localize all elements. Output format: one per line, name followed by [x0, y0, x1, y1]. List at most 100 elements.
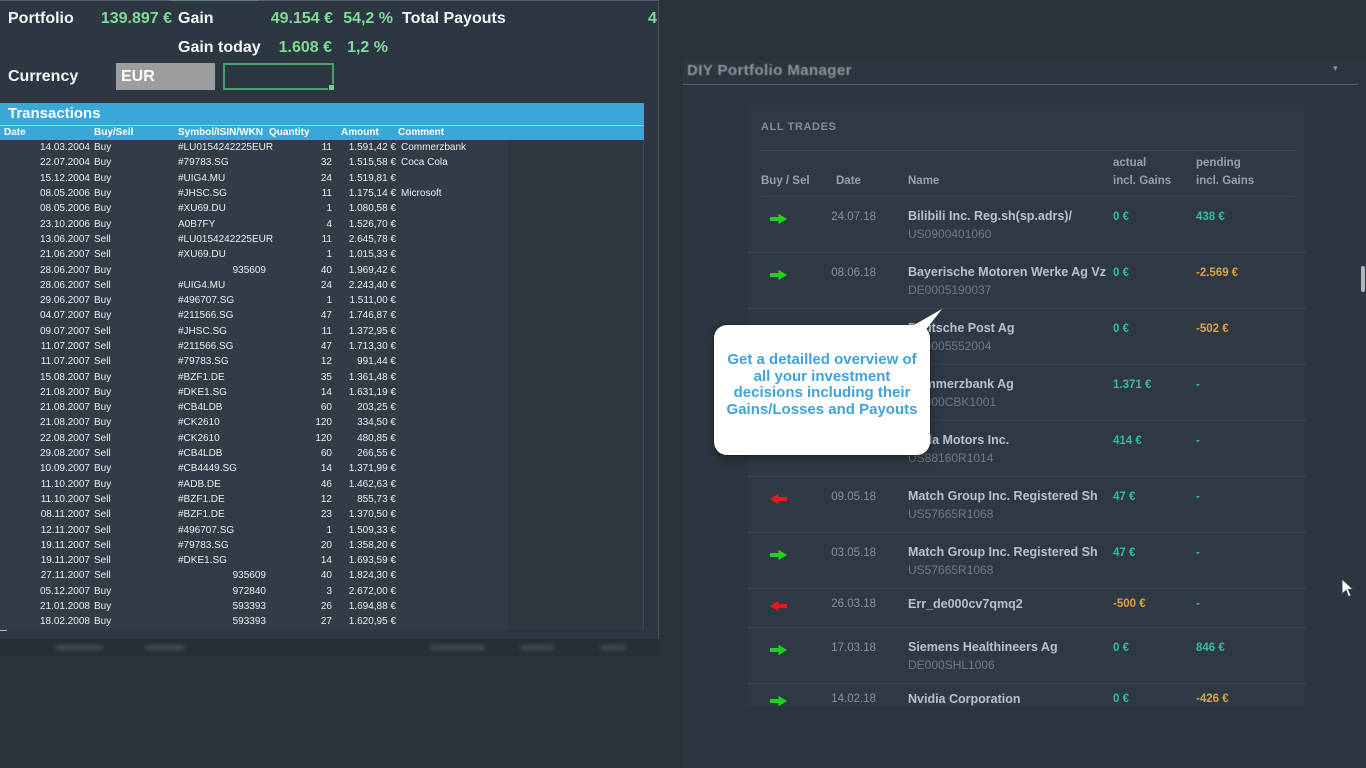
trade-row[interactable]: Commerzbank Ag DE000CBK1001 1.371 € -: [748, 365, 1307, 421]
tx-side: Buy: [94, 402, 112, 414]
transaction-row[interactable]: 11.07.2007 Sell #211566.SG 47 1.713,30 €: [0, 339, 643, 354]
trade-row[interactable]: 17.03.18 Siemens Healthineers Ag DE000SHL1…: [748, 628, 1307, 684]
sheet-tab-bar[interactable]: [0, 639, 659, 656]
trade-isin: US57665R1068: [908, 507, 994, 521]
tx-date: 21.08.2007: [39, 402, 90, 414]
tx-side: Sell: [94, 279, 111, 291]
transaction-row[interactable]: 14.03.2004 Buy #LU0154242225EUR 11 1.591,42 …: [0, 140, 643, 155]
scrollbar-thumb[interactable]: [1361, 266, 1365, 292]
tx-quantity: 120: [315, 432, 332, 444]
tx-side: Buy: [94, 371, 112, 383]
transaction-row[interactable]: 15.12.2004 Buy #UIG4.MU 24 1.519,81 €: [0, 171, 643, 186]
transaction-row[interactable]: 28.06.2007 Sell #UIG4.MU 24 2.243,40 €: [0, 278, 643, 293]
transaction-row[interactable]: 11.10.2007 Buy #ADB.DE 46 1.462,63 €: [0, 477, 643, 492]
trade-row[interactable]: 09.05.18 Match Group Inc. Registered Sh US…: [748, 477, 1307, 533]
app-title: DIY Portfolio Manager: [687, 62, 852, 79]
tx-date: 04.07.2007: [39, 310, 90, 322]
transaction-row[interactable]: 21.06.2007 Sell #XU69.DU 1 1.015,33 €: [0, 247, 643, 262]
trade-row[interactable]: 03.05.18 Match Group Inc. Registered Sh US…: [748, 533, 1307, 589]
tx-date: 27.11.2007: [40, 570, 90, 582]
transaction-row[interactable]: 21.08.2007 Buy #CB4LDB 60 203,25 €: [0, 400, 643, 415]
portfolio-value: 139.897 €: [100, 10, 172, 27]
tx-symbol: #CK2610: [178, 432, 220, 444]
transaction-row[interactable]: 22.07.2004 Buy #79783.SG 32 1.515,58 € Coca C…: [0, 155, 643, 170]
transaction-row[interactable]: 08.11.2007 Sell #BZF1.DE 23 1.370,50 €: [0, 507, 643, 522]
tx-date: 28.06.2007: [39, 279, 90, 291]
cell-highlight-strip: [170, 0, 258, 1]
trade-date: 09.05.18: [831, 491, 876, 503]
tx-amount: 203,25 €: [357, 402, 396, 414]
tx-symbol: #DKE1.SG: [178, 386, 227, 398]
transaction-row[interactable]: 04.07.2007 Buy #211566.SG 47 1.746,87 €: [0, 308, 643, 323]
tx-date: 21.01.2008: [39, 601, 90, 613]
tx-quantity: 1: [326, 249, 332, 261]
transaction-row[interactable]: 27.11.2007 Sell 935609 40 1.824,30 €: [0, 568, 643, 583]
buy-arrow-icon: [770, 269, 787, 281]
tx-side: Sell: [94, 341, 111, 352]
transaction-row[interactable]: 18.02.2008 Buy 593393 27 1.620,95 €: [0, 614, 643, 629]
trades-list: 24.07.18 Bilibili Inc. Reg.sh(sp.adrs)/ US…: [748, 197, 1307, 706]
transaction-row[interactable]: 29.08.2007 Sell #CB4LDB 60 266,55 €: [0, 446, 643, 461]
trade-row[interactable]: 26.03.18 Err_de000cv7qmq2 -500 € -: [748, 589, 1307, 628]
transaction-row[interactable]: 08.05.2006 Buy #JHSC.SG 11 1.175,14 € Microso…: [0, 186, 643, 201]
trade-pending-gain: -: [1196, 598, 1200, 610]
tx-side: Buy: [94, 386, 112, 398]
trade-pending-gain: -: [1196, 491, 1200, 503]
transaction-row[interactable]: 15.08.2007 Buy #BZF1.DE 35 1.361,48 €: [0, 369, 643, 384]
tx-date: 11.07.2007: [40, 356, 90, 368]
trade-row[interactable]: 08.06.18 Bayerische Motoren Werke Ag Vz DE…: [748, 253, 1307, 309]
tx-comment: Commerzbank: [401, 142, 467, 154]
tooltip-text: Get a detailled overview of all your inv…: [726, 351, 918, 418]
tx-amount: 1.080,58 €: [348, 203, 396, 215]
transaction-row[interactable]: 22.08.2007 Sell #CK2610 120 480,85 €: [0, 431, 643, 446]
selected-cell[interactable]: [223, 63, 335, 91]
transaction-row[interactable]: 12.11.2007 Sell #496707.SG 1 1.509,33 €: [0, 522, 643, 537]
transaction-row[interactable]: 21.08.2007 Buy #DKE1.SG 14 1.631,19 €: [0, 385, 643, 400]
tx-date: 10.09.2007: [39, 463, 90, 475]
trade-row[interactable]: 14.02.18 Nvidia Corporation 0 € -426 €: [748, 684, 1307, 706]
transaction-row[interactable]: 08.05.2006 Buy #XU69.DU 1 1.080,58 €: [0, 201, 643, 216]
transaction-row[interactable]: 23.10.2006 Buy A0B7FY 4 1.526,70 €: [0, 216, 643, 231]
transaction-row[interactable]: 29.06.2007 Buy #496707.SG 1 1.511,00 €: [0, 293, 643, 308]
trade-pending-gain: -502 €: [1196, 323, 1229, 335]
tx-date: 08.05.2006: [39, 203, 90, 215]
transaction-row[interactable]: 21.08.2007 Buy #CK2610 120 334,50 €: [0, 415, 643, 430]
tx-amount: 1.361,48 €: [348, 371, 396, 383]
tx-side: Buy: [94, 585, 112, 597]
tx-date: 14.03.2004: [39, 142, 90, 154]
trade-row[interactable]: 24.07.18 Bilibili Inc. Reg.sh(sp.adrs)/ US…: [748, 197, 1307, 253]
dropdown-caret-icon[interactable]: ▾: [1333, 63, 1338, 73]
sell-arrow-icon: [770, 493, 787, 505]
trade-pending-gain: -2.569 €: [1196, 267, 1239, 279]
trade-name: Match Group Inc. Registered Sh: [908, 489, 1098, 503]
tx-amount: 1.969,42 €: [348, 264, 396, 276]
trade-actual-gain: 0 €: [1113, 642, 1129, 654]
tx-quantity: 1: [326, 524, 332, 536]
transaction-row[interactable]: 09.07.2007 Sell #JHSC.SG 11 1.372,95 €: [0, 324, 643, 339]
tx-date: 23.10.2006: [39, 218, 90, 230]
tx-quantity: 14: [320, 555, 332, 567]
trade-row[interactable]: Tesla Motors Inc. US88160R1014 414 € -: [748, 421, 1307, 477]
transaction-row[interactable]: 11.10.2007 Sell #BZF1.DE 12 855,73 €: [0, 492, 643, 507]
tx-quantity: 26: [320, 601, 332, 613]
transaction-row[interactable]: 19.11.2007 Sell #79783.SG 20 1.358,20 €: [0, 538, 643, 553]
tx-date: 21.06.2007: [39, 249, 90, 261]
transaction-row[interactable]: 05.12.2007 Buy 972840 3 2.672,00 €: [0, 584, 643, 599]
buy-arrow-icon: [770, 213, 787, 225]
transaction-row[interactable]: 13.06.2007 Sell #LU0154242225EUR 11 2.645,78…: [0, 232, 643, 247]
tx-quantity: 1: [326, 295, 332, 307]
gain-today-value: 1.608 €: [278, 39, 332, 56]
transaction-row[interactable]: 21.01.2008 Buy 593393 26 1.694,88 €: [0, 599, 643, 614]
tx-date: 19.11.2007: [40, 555, 90, 567]
currency-label: Currency: [8, 68, 79, 85]
currency-cell[interactable]: EUR: [116, 63, 215, 90]
fill-handle[interactable]: [328, 84, 335, 91]
transaction-row[interactable]: 11.07.2007 Sell #79783.SG 12 991,44 €: [0, 354, 643, 369]
transaction-row[interactable]: 10.09.2007 Buy #CB4449.SG 14 1.371,99 €: [0, 461, 643, 476]
transaction-row[interactable]: 19.11.2007 Sell #DKE1.SG 14 1.693,59 €: [0, 553, 643, 568]
tx-quantity: 24: [320, 279, 332, 291]
tx-symbol: #496707.SG: [178, 524, 235, 536]
transaction-row[interactable]: 28.06.2007 Buy 935609 40 1.969,42 €: [0, 262, 643, 277]
tx-side: Buy: [94, 172, 112, 184]
trade-actual-gain: 0 €: [1113, 211, 1129, 223]
